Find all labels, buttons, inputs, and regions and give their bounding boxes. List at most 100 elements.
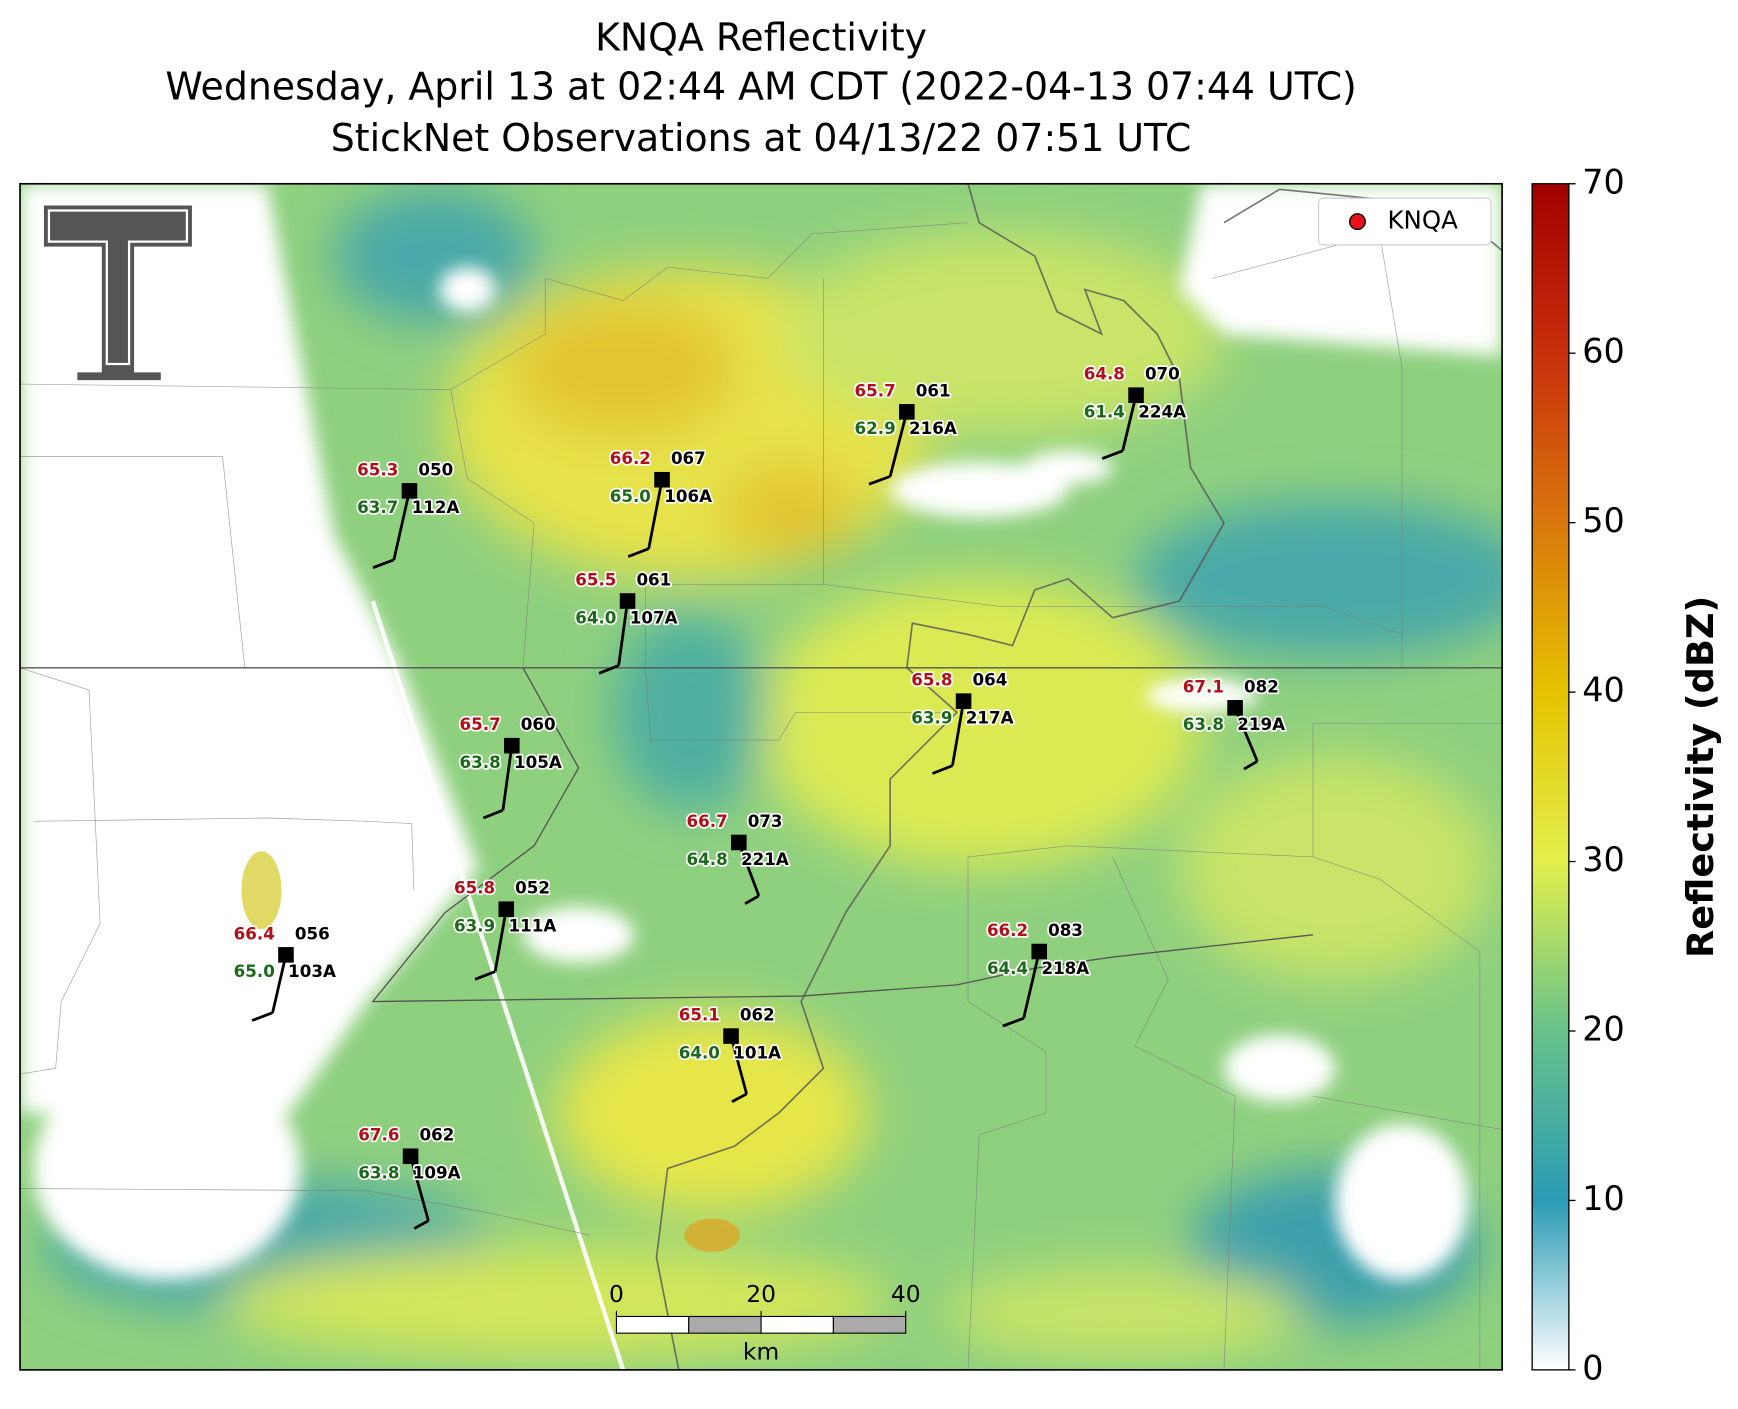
radar-echoes [44, 189, 1503, 1358]
colorbar-tick-label: 40 [1582, 671, 1624, 710]
wind-staff [617, 600, 629, 666]
temperature: 66.7 [687, 812, 728, 831]
dewpoint: 64.0 [679, 1043, 720, 1062]
wind-barb [868, 475, 891, 486]
dewpoint: 63.8 [460, 753, 501, 772]
legend: KNQA [1317, 197, 1492, 246]
direction: 064 [972, 671, 1007, 690]
direction: 062 [419, 1126, 454, 1145]
station-plot: 66.4 056 65.0 103A [232, 923, 338, 1022]
colorbar-scale [1531, 183, 1570, 1371]
scale-bar: km 0 20 40 [609, 1280, 921, 1366]
wind-barb [744, 894, 760, 905]
direction: 062 [740, 1006, 775, 1025]
colorbar-tick-label: 30 [1582, 840, 1624, 879]
direction: 082 [1244, 677, 1279, 696]
station-marker [731, 834, 747, 851]
dewpoint: 63.9 [454, 917, 495, 936]
wind-barb [931, 764, 953, 775]
temperature: 64.8 [1084, 365, 1125, 384]
dewpoint: 61.4 [1084, 402, 1125, 421]
temperature: 66.2 [610, 449, 651, 468]
station-id: 112A [412, 498, 460, 517]
dewpoint: 63.7 [357, 498, 398, 517]
wind-barb [1101, 449, 1124, 460]
station-id: 219A [1237, 715, 1285, 734]
wind-barb [474, 970, 496, 981]
station-plot: 64.8 070 61.4 224A [1082, 363, 1188, 460]
station-plot: 66.2 067 65.0 106A [608, 448, 714, 558]
station-marker [402, 1148, 419, 1165]
station-id: 101A [733, 1043, 781, 1062]
legend-label: KNQA [1388, 206, 1459, 235]
station-marker [278, 947, 294, 963]
wind-staff [392, 490, 411, 561]
temperature: 65.7 [460, 715, 501, 734]
direction: 052 [515, 879, 550, 898]
temperature: 65.8 [454, 879, 495, 898]
wind-staff [888, 411, 909, 477]
colorbar-tick-label: 0 [1582, 1348, 1603, 1387]
temperature: 65.1 [679, 1006, 720, 1025]
station-plot: 65.7 060 63.8 105A [458, 713, 564, 820]
temperature: 65.5 [575, 570, 616, 589]
station-id: 217A [966, 708, 1014, 727]
station-marker [654, 471, 670, 488]
colorbar-tick-label: 20 [1582, 1009, 1624, 1048]
wind-barb [731, 1092, 748, 1103]
direction: 061 [636, 570, 671, 589]
direction: 060 [521, 715, 556, 734]
dewpoint: 65.0 [610, 487, 651, 506]
logo [40, 202, 196, 384]
station-marker [619, 593, 636, 609]
wind-barb [1002, 1016, 1025, 1028]
wind-staff [737, 841, 761, 897]
colorbar-tick-label: 50 [1582, 501, 1624, 540]
station-id: 216A [909, 419, 957, 438]
title: KNQA Reflectivity [595, 16, 927, 60]
boundaries [20, 183, 1503, 1370]
scale-tick-label: 0 [609, 1280, 624, 1308]
station-marker [504, 737, 520, 754]
temperature: 66.4 [234, 924, 275, 943]
wind-barb [1243, 760, 1259, 771]
dewpoint: 64.0 [575, 608, 616, 627]
wind-barb [482, 808, 504, 820]
direction: 083 [1048, 921, 1083, 940]
radar-map [20, 183, 1503, 1370]
legend-marker [1349, 213, 1366, 231]
colorbar-tick-label: 70 [1582, 162, 1624, 201]
direction: 050 [418, 460, 453, 479]
legend-box [1317, 197, 1492, 246]
no-echo-areas [20, 183, 1503, 1280]
map-frame [19, 182, 1503, 1371]
wind-staff [647, 479, 664, 549]
scale-tick-label: 40 [891, 1280, 921, 1308]
station-id: 105A [514, 753, 562, 772]
station-plot: 65.1 062 64.0 101A [677, 1004, 783, 1103]
direction: 070 [1145, 365, 1180, 384]
dewpoint: 64.8 [687, 850, 728, 869]
station-plot: 65.7 061 62.9 216A [853, 380, 959, 486]
station-marker [1227, 700, 1243, 716]
temperature: 65.8 [911, 671, 952, 690]
station-marker [723, 1028, 739, 1044]
wind-staff [271, 954, 288, 1014]
colorbar-label: Reflectivity (dBZ) [1679, 596, 1722, 958]
station-marker [1031, 943, 1048, 960]
subtitle: StickNet Observations at 04/13/22 07:51 … [331, 116, 1192, 160]
station-marker [1128, 387, 1144, 403]
station-id: 107A [630, 608, 678, 627]
radar-beam-blockage [370, 600, 626, 1370]
station-marker [955, 693, 972, 709]
station-marker [498, 901, 515, 918]
temperature: 66.2 [987, 921, 1028, 940]
radar-echo [684, 1218, 740, 1252]
station-plot: 66.2 083 64.4 218A [985, 919, 1091, 1028]
temperature: 67.1 [1183, 677, 1224, 696]
wind-barb [372, 558, 395, 569]
temperature: 65.3 [357, 460, 398, 479]
station-plot: 66.7 073 64.8 221A [685, 810, 791, 905]
station-plot: 65.8 064 63.9 217A [910, 669, 1015, 775]
